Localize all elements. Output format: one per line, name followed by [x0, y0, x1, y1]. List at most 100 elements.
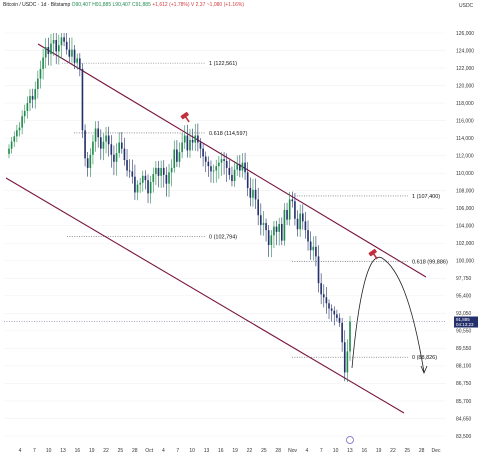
y-tick-label: 102,000 [456, 241, 474, 247]
x-tick-label: 7 [320, 448, 323, 454]
candle-body [199, 142, 202, 149]
candle-body [181, 142, 183, 153]
candle-body [301, 213, 304, 222]
candle-body [79, 58, 81, 69]
candle-body [29, 96, 31, 104]
x-tick-label: 16 [218, 448, 224, 454]
markers [180, 111, 378, 444]
candle-body [246, 172, 249, 189]
candle-body [312, 246, 315, 251]
candle-body [50, 43, 52, 55]
x-tick-label: 22 [390, 448, 396, 454]
candle-body [134, 176, 136, 193]
candle-body [47, 47, 50, 55]
candle-body [212, 170, 215, 172]
candle-body [37, 78, 39, 90]
candle-body [241, 162, 244, 171]
candle-body [26, 103, 29, 111]
x-tick-label: 13 [60, 448, 66, 454]
x-tick-label: 7 [33, 448, 36, 454]
candle-body [63, 37, 65, 42]
candle-body [139, 182, 141, 185]
candle-body [94, 128, 97, 142]
candle-body [278, 223, 280, 232]
x-tick-label: 4 [162, 448, 165, 454]
candle-body [105, 135, 107, 142]
candle-body [73, 49, 76, 63]
candle-body [307, 230, 309, 242]
y-tick-label: 126,000 [456, 31, 474, 37]
candle-body [328, 303, 330, 309]
candle-body [120, 142, 123, 149]
candle-body [115, 153, 118, 162]
candle-body [286, 209, 288, 220]
candle-body [341, 322, 343, 343]
candle-body [231, 174, 233, 182]
y-axis: 126,000 124,000 122,000 120,000 118,000 116,0… [4, 31, 478, 440]
y-tick-label: 83,500 [456, 434, 472, 440]
candle-body [147, 180, 149, 194]
candle-body [210, 166, 212, 172]
candle-body [123, 148, 126, 161]
candle-body [322, 294, 325, 298]
x-tick-label: 22 [247, 448, 253, 454]
x-tick-label: 25 [405, 448, 411, 454]
y-tick-label: 104,000 [456, 224, 474, 230]
candle-body [283, 209, 286, 241]
y-tick-label: 95,400 [456, 294, 472, 300]
candle-body [291, 199, 294, 202]
candle-body [92, 141, 94, 155]
hammer-marker [368, 248, 378, 260]
change-readout: +1,612 (+1.78%) V 2.37 ~1,080 (+1.16%) [152, 2, 244, 8]
candle-body [126, 160, 128, 171]
candle-body [336, 314, 338, 318]
candle-body [102, 141, 105, 149]
candle-body [228, 167, 231, 175]
candle-body [131, 171, 134, 177]
candle-body [183, 135, 186, 143]
candle-body [10, 141, 13, 149]
y-tick-label: 118,000 [456, 101, 474, 107]
fib-label: 1 (122,561) [209, 61, 237, 67]
candle-body [265, 223, 267, 231]
candle-body [346, 351, 349, 373]
candle-body [294, 201, 296, 219]
fib-label: 0.618 (114,597) [209, 131, 248, 137]
candle-body [42, 57, 44, 69]
candle-body [270, 235, 273, 246]
x-tick-label: 4 [19, 448, 22, 454]
candle-body [44, 47, 47, 58]
candle-body [178, 152, 181, 162]
y-tick-label: 86,750 [456, 381, 472, 387]
x-tick-label: Nov [288, 448, 297, 454]
candle-body [262, 223, 265, 225]
candle-body [128, 170, 131, 172]
x-tick-label: 28 [419, 448, 425, 454]
candle-body [8, 148, 10, 154]
candle-body [267, 230, 270, 246]
y-tick-label: 110,000 [456, 171, 474, 177]
candle-body [39, 68, 42, 79]
x-tick-label: 25 [261, 448, 267, 454]
y-tick-label: 88,100 [456, 364, 472, 370]
ohlc-readout: O90,407 H91,885 L90,407 C91,885 [71, 2, 151, 8]
candle-body [338, 317, 341, 323]
candle-body [330, 308, 333, 311]
y-tick-label: 90,550 [456, 329, 472, 335]
candle-body [21, 116, 23, 128]
candle-body [333, 310, 336, 315]
x-tick-label: 25 [118, 448, 124, 454]
candle-body [194, 135, 197, 143]
fib-label: 0 (102,794) [209, 234, 237, 240]
x-tick-label: 16 [75, 448, 81, 454]
candle-body [71, 49, 73, 57]
candle-body [218, 162, 220, 167]
candle-body [320, 283, 322, 295]
candle-body [97, 128, 99, 138]
candle-body [215, 166, 218, 171]
candle-body [197, 135, 199, 143]
candle-body [89, 154, 92, 168]
candle-body [84, 130, 86, 159]
x-tick-label: 19 [232, 448, 238, 454]
